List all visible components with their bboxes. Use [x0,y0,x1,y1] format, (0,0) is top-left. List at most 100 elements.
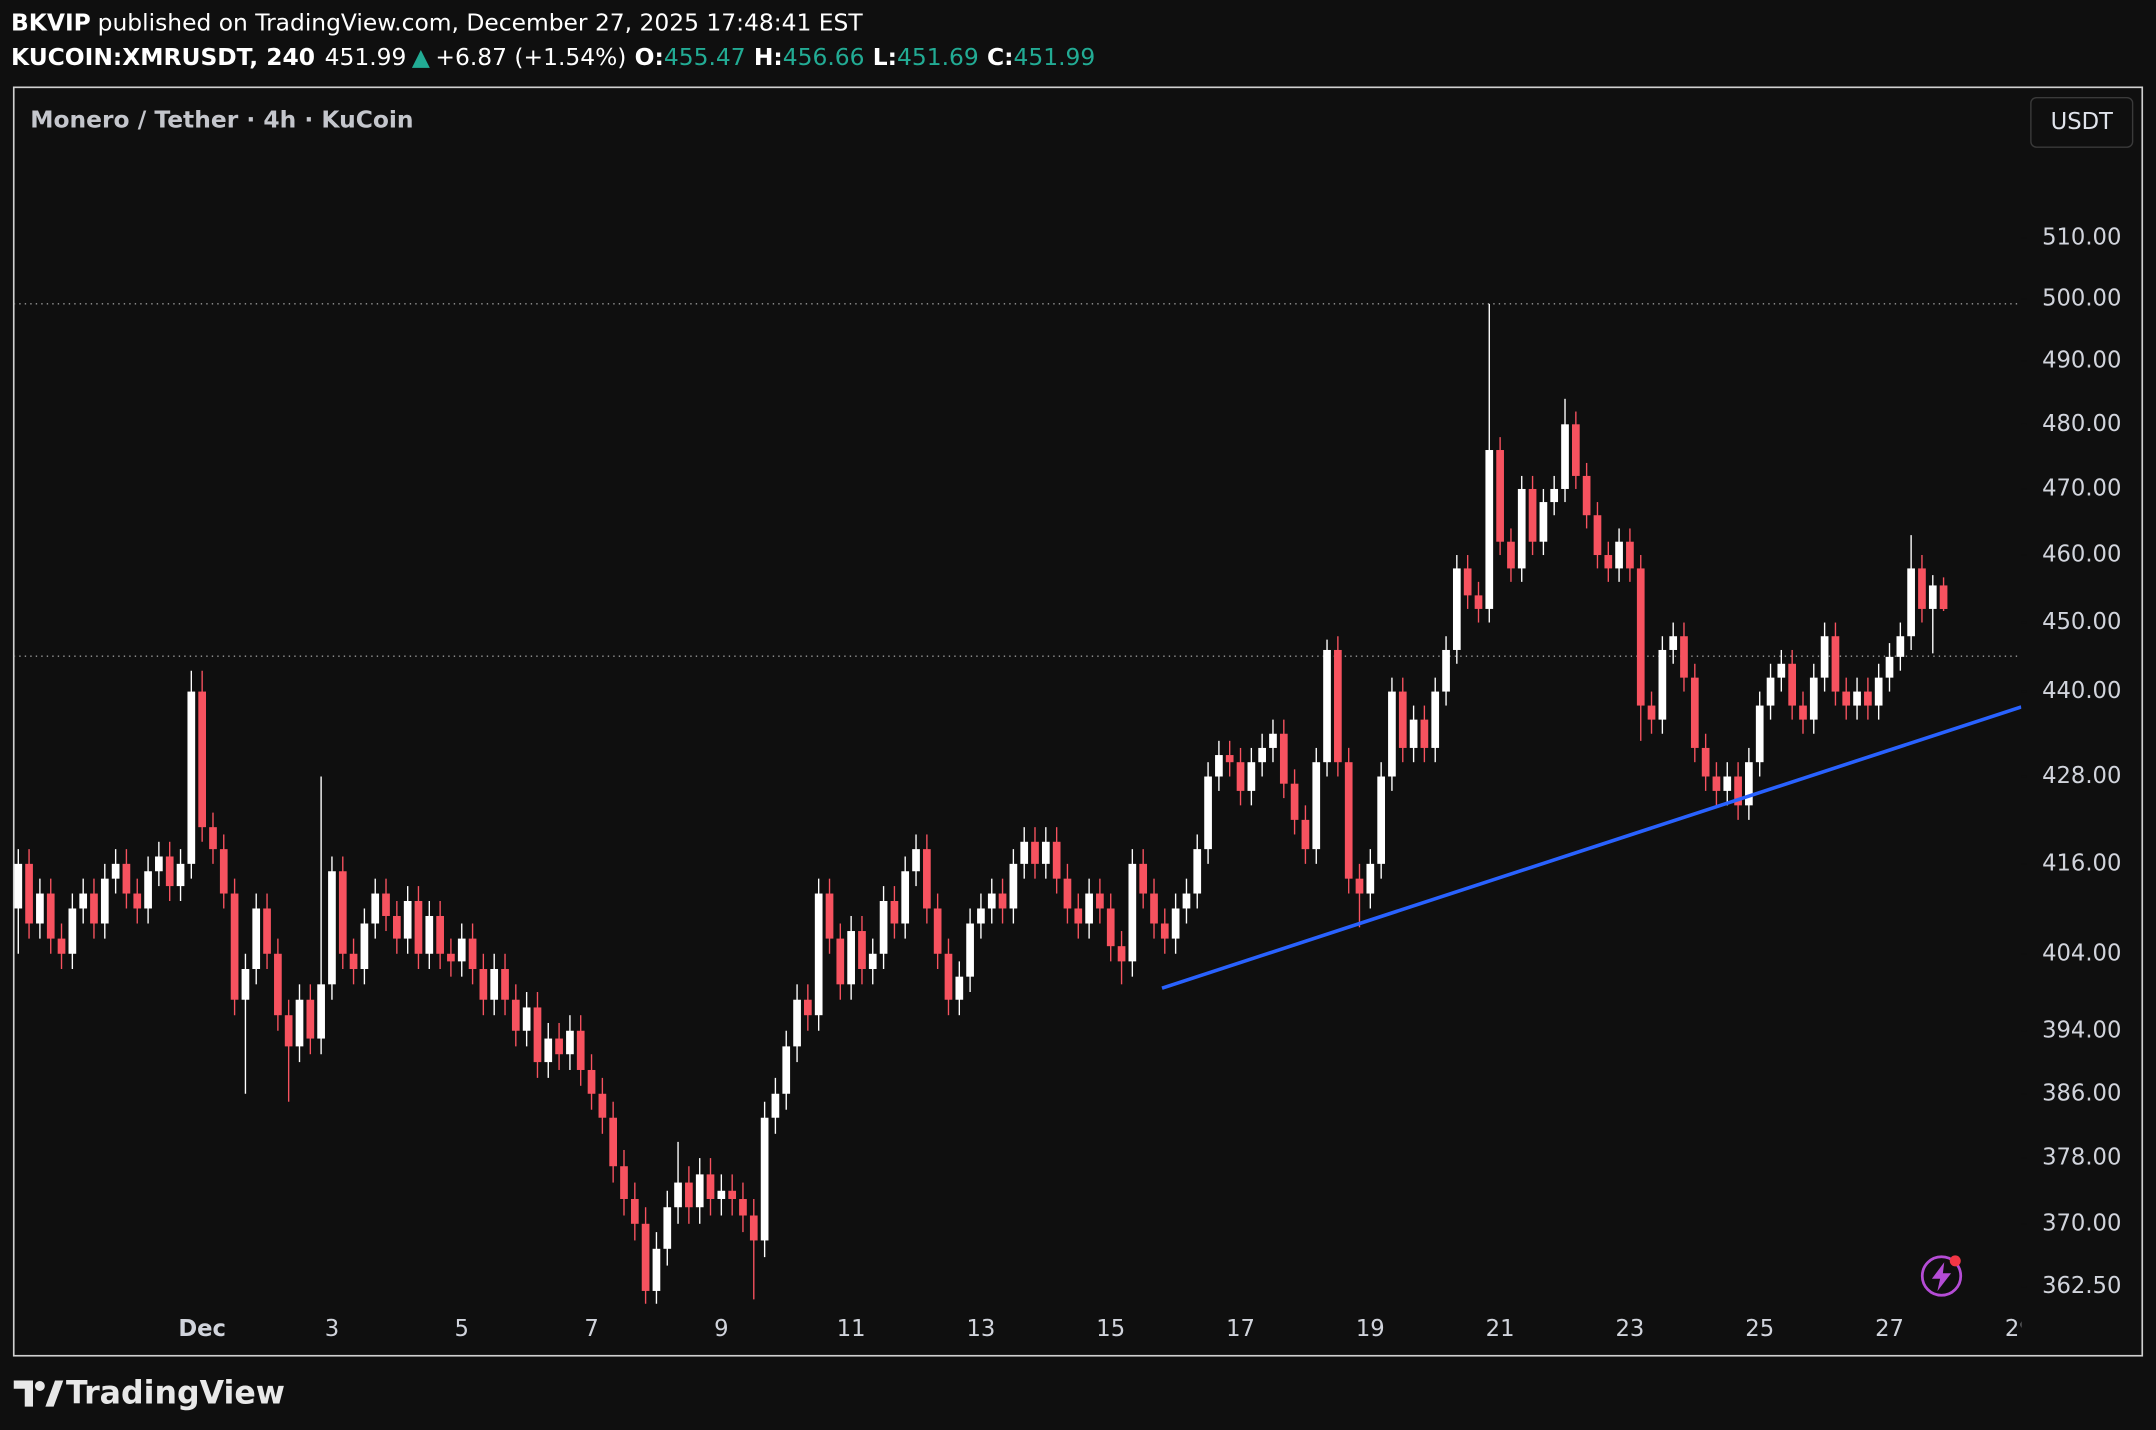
candle-body [890,901,899,924]
candle-body [155,856,163,872]
candle-body [1550,488,1559,503]
change: +6.87 (+1.54%) [435,42,626,70]
candle-body [685,1182,693,1208]
candle-body [1593,515,1602,556]
trendline [1161,705,2022,990]
candle-body [36,893,44,924]
y-tick-label: 480.00 [2042,411,2121,437]
candle-body [609,1117,618,1167]
candle-body [695,1174,704,1208]
candle-body [923,849,931,909]
candle-body [1442,649,1450,692]
candle-body [1939,585,1948,609]
candle-body [25,863,33,924]
candle-body [728,1190,737,1199]
candle-body [176,863,185,887]
y-tick-label: 490.00 [2042,347,2121,373]
candle-body [555,1038,563,1055]
candle-body [1928,585,1937,609]
candle-body [100,878,109,924]
candle-body [230,893,239,1000]
x-tick-label: 9 [714,1316,728,1342]
candle-body [825,893,834,939]
low-value: 451.69 [897,42,979,70]
low-label: L: [873,42,897,70]
candle-body [403,901,412,939]
candle-body [749,1215,758,1241]
candle-body [1539,502,1548,542]
y-tick-label: 510.00 [2042,225,2121,251]
candle-body [241,969,250,1000]
candle-body [1096,893,1104,909]
candle-body [209,827,217,850]
candle-body [977,908,985,924]
candle-body [1193,849,1202,894]
high-value: 456.66 [783,42,865,70]
close-label: C: [987,42,1013,70]
candle-body [1106,908,1115,947]
candle-body [1334,649,1342,763]
alert-icon[interactable] [1920,1255,1963,1297]
candle-body [1572,424,1580,476]
candle-body [522,1007,531,1031]
candle-body [576,1030,585,1070]
candle-body [1258,747,1266,763]
brand-name: TradingView [66,1375,285,1411]
candle-body [349,953,358,970]
candle-body [1604,555,1613,569]
candle-body [1031,841,1039,864]
candle-body [187,691,196,864]
candle-body [1182,893,1191,909]
candle-body [868,953,877,970]
candle-body [1485,450,1494,609]
candle-body [425,915,434,954]
candle-body [1885,656,1894,678]
logo-t [13,1380,33,1407]
candle-body [1366,863,1375,894]
candle-body [1853,691,1861,706]
candle-body [1474,595,1483,609]
candle-body [1420,719,1429,748]
up-arrow: ▲ [412,42,430,70]
candle-body [1561,424,1569,489]
candle-body [1636,568,1645,706]
candle-body [771,1093,780,1118]
candle-body [1290,783,1299,820]
x-tick-label: 7 [584,1316,598,1342]
candle-body [674,1182,682,1208]
candle-body [998,893,1007,909]
y-tick-label: 470.00 [2042,475,2121,501]
candle-body [1582,475,1591,516]
candle-body [144,871,152,909]
x-tick-label: 23 [1615,1316,1644,1342]
symbol: KUCOIN:XMRUSDT, 240 [11,42,315,70]
candle-body [1236,762,1245,791]
x-tick-label: 17 [1226,1316,1255,1342]
candle-body [219,849,228,894]
x-tick-label: 5 [455,1316,469,1342]
candle-body [317,984,325,1039]
candle-body [468,938,477,970]
candle-body [912,849,920,872]
chart-legend: Monero / Tether · 4h · KuCoin [30,106,413,134]
candle-body [1701,747,1710,777]
last-price: 451.99 [325,42,407,70]
plot-area: Dec 3 5 7 9 11 13 15 17 19 21 23 25 27 29 [13,303,2022,1342]
candle-body [1312,762,1321,850]
currency-button[interactable] [2030,96,2134,148]
y-tick-label: 428.00 [2042,763,2121,789]
candle-body [566,1030,574,1055]
candle-body [1777,663,1786,678]
price-axis: 510.00 500.00 490.00 480.00 470.00 460.00 450.… [2021,225,2121,1299]
open-value: 455.47 [664,42,746,70]
candle-body [1463,568,1472,596]
icon-dot [1949,1255,1961,1267]
x-tick-label: 15 [1096,1316,1125,1342]
candle-body [328,871,336,985]
candle-body [760,1117,769,1241]
candle-body [392,915,401,939]
x-tick-label: 21 [1486,1316,1515,1342]
candle-body [1615,541,1623,569]
candle-body [1117,946,1126,962]
